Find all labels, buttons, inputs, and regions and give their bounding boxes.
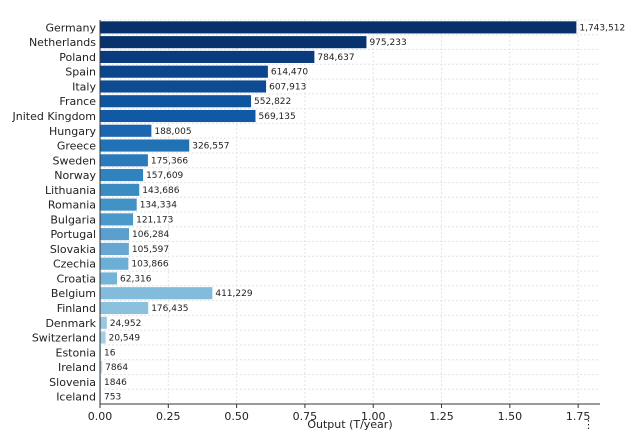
value-label: 7864 (105, 363, 128, 373)
bars (100, 21, 577, 403)
category-label: Estonia (56, 346, 97, 359)
category-label: Norway (54, 169, 96, 182)
category-label: Iceland (56, 391, 96, 404)
value-label: 326,557 (192, 142, 229, 152)
category-label: Germany (45, 21, 96, 34)
x-tick-label: 0.50 (224, 410, 249, 423)
x-axis: 0.00 0.25 0.50 0.75 1.00 1.25 1.50 1.75 (88, 20, 600, 423)
category-label: Hungary (49, 125, 96, 138)
value-label: 1,743,512 (579, 23, 625, 33)
category-label: Switzerland (32, 332, 96, 345)
category-label: Spain (65, 66, 96, 79)
x-tick-label: 1.25 (429, 410, 454, 423)
value-label: 1846 (104, 378, 127, 388)
value-label: 121,173 (136, 215, 173, 225)
category-label: Romania (48, 199, 96, 212)
x-tick-label: 0.25 (156, 410, 181, 423)
value-label: 143,686 (142, 186, 179, 196)
category-label: Poland (59, 51, 96, 64)
bar (100, 213, 134, 226)
value-label: 134,334 (140, 201, 177, 211)
value-label: 569,135 (259, 112, 296, 122)
category-label: Italy (72, 80, 96, 93)
value-label: 106,284 (132, 230, 169, 240)
bar (100, 154, 148, 167)
x-tick-label: 1.50 (498, 410, 523, 423)
value-label: 552,822 (254, 97, 291, 107)
bar (100, 242, 129, 255)
category-label: Finland (57, 302, 96, 315)
bar (100, 169, 144, 182)
bar (100, 361, 103, 374)
value-label: 753 (104, 393, 121, 403)
grid-lines (99, 19, 600, 405)
value-label: 975,233 (369, 38, 406, 48)
bar (100, 65, 268, 78)
bar (100, 272, 118, 285)
x-tick-label: 0.75 (293, 410, 318, 423)
bar (100, 301, 149, 315)
bar (100, 257, 129, 270)
bar (100, 109, 256, 123)
value-label: 607,913 (269, 82, 306, 92)
bar (100, 95, 252, 108)
value-label: 105,597 (132, 245, 169, 255)
category-label: Slovakia (50, 243, 96, 256)
category-label: Ireland (58, 361, 96, 374)
value-label: 103,866 (131, 260, 168, 270)
category-label: Denmark (45, 317, 96, 330)
bar (100, 331, 106, 344)
category-label: France (59, 95, 96, 108)
category-label: Bulgaria (50, 213, 96, 226)
category-label: Belgium (51, 287, 96, 300)
value-label: 16 (104, 348, 116, 358)
category-label: Jnited Kingdom (12, 110, 96, 123)
bar (100, 139, 190, 152)
value-label: 784,637 (317, 53, 354, 63)
x-tick-label: 1.00 (361, 410, 386, 423)
category-label: Greece (57, 140, 96, 153)
category-label: Slovenia (49, 376, 96, 389)
value-label: 175,366 (151, 156, 188, 166)
category-label: Portugal (50, 228, 96, 241)
bar (100, 21, 577, 34)
bar (100, 287, 213, 300)
category-label: Sweden (53, 154, 96, 167)
value-label: 24,952 (110, 319, 142, 329)
category-label: Croatia (56, 272, 96, 285)
x-axis-title: Output (T/year) (307, 418, 392, 431)
value-label: 62,316 (120, 274, 152, 284)
value-label: 614,470 (271, 68, 308, 78)
value-label: 176,435 (151, 304, 188, 314)
x-tick-label: 0.00 (88, 410, 113, 423)
value-labels: 1,743,512 975,233 784,637 614,470 607,913 552… (104, 23, 625, 402)
category-label: Lithuania (45, 184, 96, 197)
bar (100, 183, 140, 196)
bar (100, 228, 130, 241)
category-label: Czechia (53, 258, 96, 271)
bar (100, 198, 137, 211)
bar (100, 50, 315, 63)
value-label: 411,229 (215, 289, 252, 299)
corner-mark: ⋮ (583, 418, 594, 431)
bar (100, 80, 267, 93)
value-label: 20,549 (109, 334, 141, 344)
bar (100, 36, 367, 49)
bar (100, 124, 152, 137)
value-label: 188,005 (154, 127, 191, 137)
x-tick-label: 1.75 (566, 410, 591, 423)
bar (100, 316, 107, 329)
value-label: 157,609 (146, 171, 183, 181)
category-label: Netherlands (29, 36, 96, 49)
